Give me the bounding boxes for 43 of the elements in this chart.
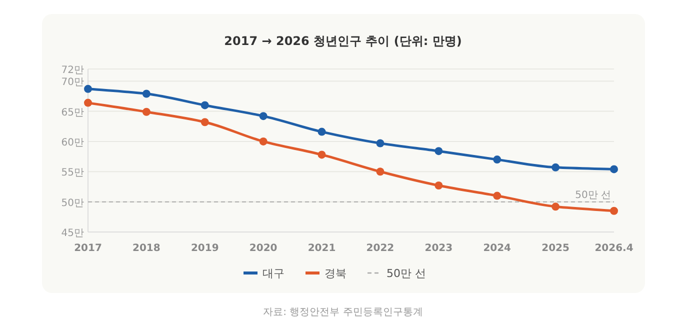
point bbox=[318, 128, 326, 136]
point bbox=[610, 206, 618, 215]
point bbox=[142, 90, 150, 98]
point bbox=[84, 84, 92, 93]
point bbox=[610, 165, 618, 174]
point bbox=[200, 101, 209, 110]
y-tick-label: 65만 bbox=[61, 107, 84, 118]
chart-title: 2017 → 2026 청년인구 추이 (단위: 만명) bbox=[224, 34, 462, 48]
point bbox=[142, 108, 150, 116]
point bbox=[493, 192, 502, 200]
point bbox=[376, 139, 384, 148]
point bbox=[318, 150, 326, 159]
x-tick-label: 2023 bbox=[424, 243, 453, 254]
point bbox=[200, 118, 209, 126]
y-tick-label: 60만 bbox=[61, 137, 84, 148]
point bbox=[552, 163, 560, 172]
x-tick-label: 2021 bbox=[308, 243, 336, 254]
point bbox=[434, 182, 443, 190]
legend-label: 대구 bbox=[262, 267, 284, 280]
point bbox=[434, 147, 443, 156]
point bbox=[376, 168, 384, 176]
x-tick-label: 2024 bbox=[483, 243, 512, 254]
y-tick-label: 55만 bbox=[61, 168, 84, 179]
ref-line-label: 50만 선 bbox=[575, 190, 611, 201]
y-tick-label: 50만 bbox=[61, 198, 84, 209]
point bbox=[84, 98, 92, 107]
text: 자료: 행정안전부 주민등록인구통계 bbox=[263, 307, 423, 318]
y-tick-label: 72만 bbox=[61, 65, 84, 76]
y-tick-label: 45만 bbox=[61, 228, 84, 239]
x-tick-label: 2019 bbox=[190, 243, 219, 254]
text: 50만 선 bbox=[386, 267, 426, 280]
legend-label: 경북 bbox=[324, 267, 346, 280]
point bbox=[259, 137, 268, 146]
y-tick-label: 70만 bbox=[61, 77, 84, 88]
x-tick-label: 2022 bbox=[366, 243, 394, 254]
point bbox=[552, 202, 560, 211]
x-tick-label: 2020 bbox=[249, 243, 278, 254]
point bbox=[259, 112, 268, 120]
x-tick-label: 2018 bbox=[132, 243, 160, 254]
x-tick-label: 2017 bbox=[74, 243, 102, 254]
x-tick-label: 2025 bbox=[542, 243, 570, 254]
point bbox=[493, 156, 502, 164]
x-tick-label: 2026.4 bbox=[594, 243, 634, 254]
